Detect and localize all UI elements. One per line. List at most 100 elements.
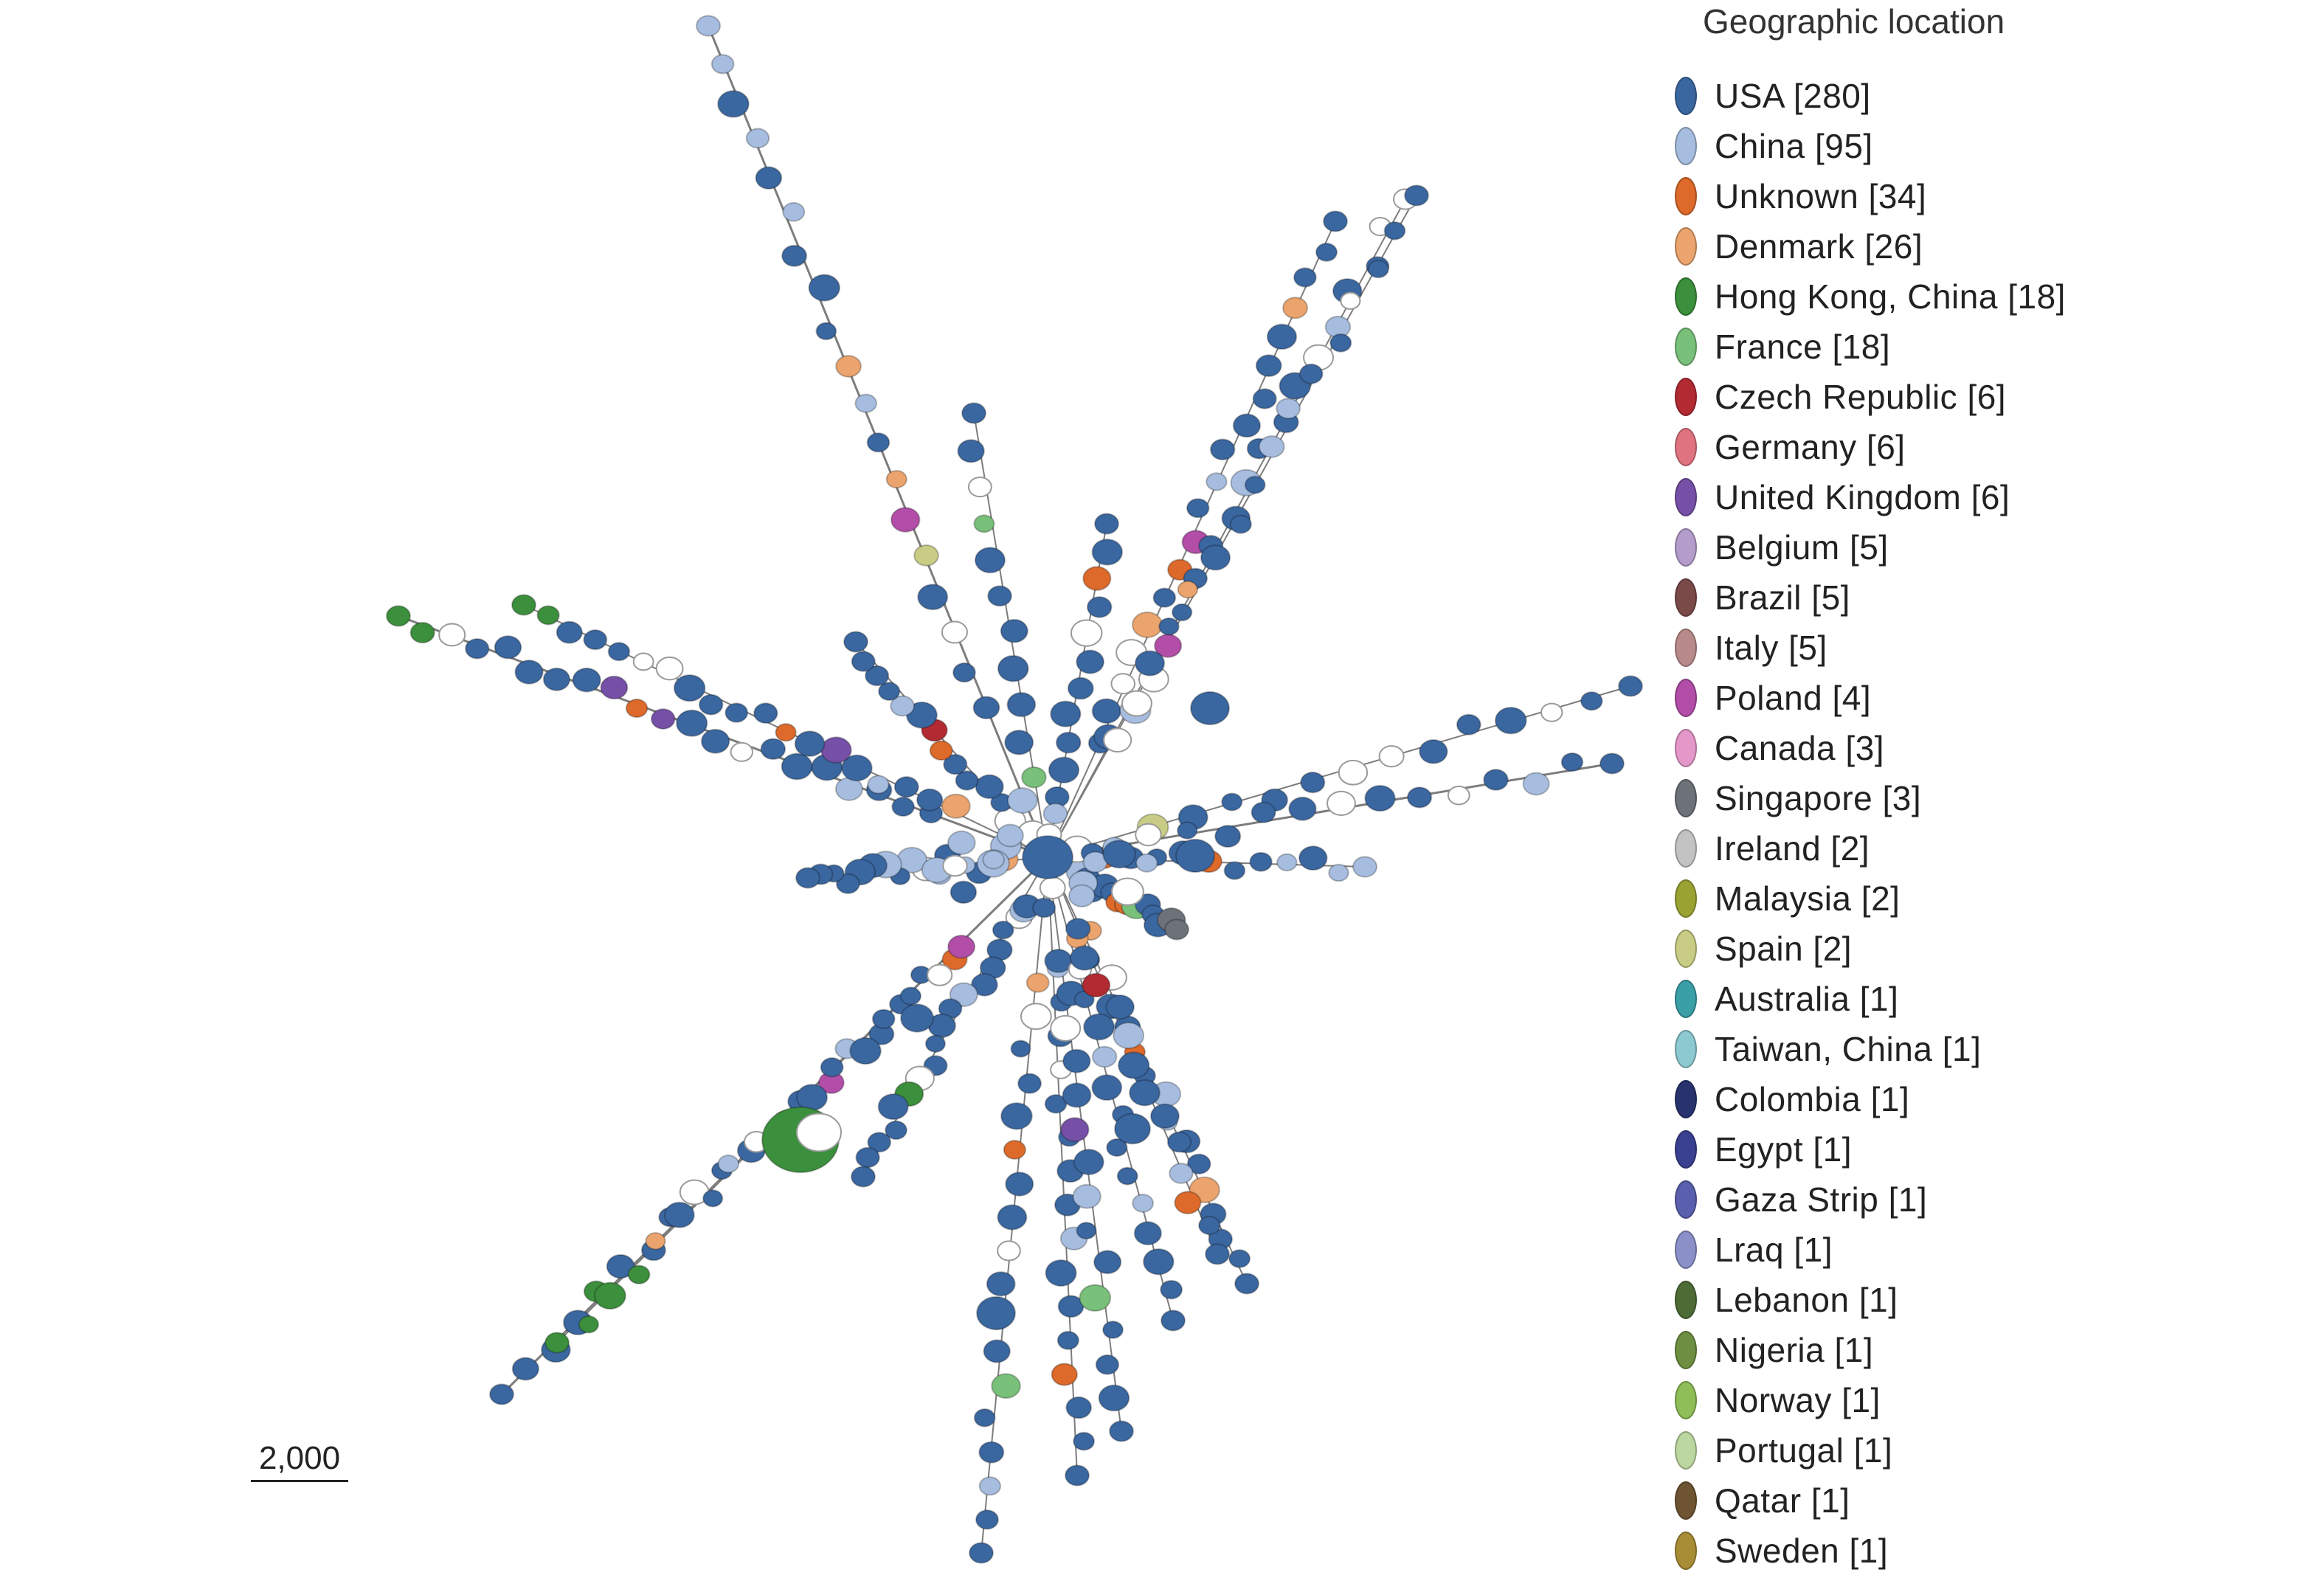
haplotype-node (969, 1542, 994, 1564)
haplotype-node (698, 693, 724, 716)
legend-item: United Kingdom [6] (1675, 472, 2066, 522)
legend-swatch (1675, 277, 1697, 316)
haplotype-node (1406, 786, 1433, 809)
haplotype-node (572, 667, 601, 693)
legend-label: Singapore [3] (1715, 779, 1922, 817)
haplotype-node (815, 322, 837, 341)
legend-item: Lebanon [1] (1675, 1275, 2066, 1325)
haplotype-node (1177, 821, 1198, 840)
haplotype-node (952, 662, 976, 683)
haplotype-node (893, 776, 919, 798)
haplotype-node (1228, 1249, 1251, 1269)
haplotype-node (1042, 803, 1068, 825)
haplotype-node (972, 696, 1000, 720)
haplotype-node (1073, 1149, 1104, 1176)
legend-list: USA [280] China [95] Unknown [34] Denmark [… (1675, 71, 2066, 1576)
haplotype-node (1102, 1321, 1124, 1339)
haplotype-node (1050, 700, 1082, 727)
haplotype-node (955, 770, 979, 791)
haplotype-node (1065, 1396, 1093, 1419)
haplotype-node (625, 698, 649, 719)
haplotype-node (1483, 769, 1509, 791)
haplotype-node (913, 544, 939, 567)
haplotype-node (1200, 544, 1231, 571)
haplotype-node (600, 675, 629, 700)
haplotype-node (438, 623, 466, 647)
haplotype-node (645, 1232, 666, 1250)
haplotype-node (465, 637, 490, 660)
haplotype-node (627, 1264, 651, 1285)
haplotype-node (1048, 756, 1080, 783)
haplotype-node (1340, 291, 1361, 310)
haplotype-node (867, 775, 890, 795)
haplotype-node (1032, 897, 1056, 918)
haplotype-node (1098, 1384, 1130, 1412)
haplotype-node (1000, 1102, 1033, 1130)
haplotype-node (1328, 863, 1349, 882)
haplotype-node (891, 796, 915, 817)
haplotype-node (942, 854, 968, 877)
haplotype-node (1186, 1153, 1211, 1174)
haplotype-node (1060, 1117, 1090, 1143)
haplotype-node (1065, 1464, 1090, 1487)
haplotype-node (941, 793, 971, 819)
haplotype-node (992, 920, 1014, 940)
network-nodes (386, 15, 1643, 1564)
haplotype-node (1010, 1039, 1031, 1058)
haplotype-node (1232, 413, 1262, 438)
haplotype-node (556, 620, 583, 644)
haplotype-node (1494, 706, 1527, 735)
haplotype-node (1135, 853, 1158, 873)
legend-swatch (1675, 177, 1697, 215)
haplotype-node (781, 752, 813, 781)
haplotype-node (1404, 184, 1429, 207)
legend-swatch (1675, 1532, 1697, 1570)
haplotype-node (583, 629, 608, 651)
haplotype-node (1298, 363, 1324, 384)
haplotype-node (1072, 1183, 1102, 1209)
haplotype-node (1447, 785, 1470, 806)
legend-swatch (1675, 930, 1697, 968)
legend-label: Brazil [5] (1715, 578, 1850, 617)
legend-swatch (1675, 227, 1697, 266)
legend-label: Colombia [1] (1715, 1080, 1910, 1118)
haplotype-node (1106, 1138, 1128, 1157)
haplotype-node (760, 738, 786, 761)
haplotype-node (1103, 727, 1132, 752)
haplotype-node (941, 620, 968, 644)
haplotype-node (835, 873, 860, 895)
haplotype-node (1229, 514, 1252, 534)
legend-item: Lraq [1] (1675, 1225, 2066, 1275)
legend-item: Nigeria [1] (1675, 1325, 2066, 1375)
haplotype-node (650, 708, 676, 730)
haplotype-node (1177, 580, 1199, 599)
haplotype-node (730, 741, 753, 762)
haplotype-node (1095, 1354, 1120, 1375)
legend-label: Portugal [1] (1715, 1431, 1893, 1470)
haplotype-node (1251, 801, 1276, 823)
legend-label: Sweden [1] (1715, 1532, 1889, 1570)
haplotype-node (1017, 1073, 1042, 1094)
haplotype-node (1117, 1051, 1150, 1079)
haplotype-node (511, 1357, 540, 1381)
legend-item: Colombia [1] (1675, 1074, 2066, 1124)
haplotype-node (745, 128, 770, 149)
haplotype-node (987, 585, 1012, 607)
haplotype-node (1044, 948, 1073, 973)
legend-item: Norway [1] (1675, 1375, 2066, 1425)
haplotype-node (917, 584, 949, 611)
legend-swatch (1675, 679, 1697, 717)
haplotype-node (1062, 1082, 1092, 1108)
haplotype-node (1186, 498, 1210, 519)
legend-item: Denmark [26] (1675, 221, 2066, 271)
haplotype-node (1067, 676, 1094, 700)
legend-item: Malaysia [2] (1675, 873, 2066, 924)
haplotype-node (578, 1315, 600, 1334)
haplotype-node (717, 90, 750, 118)
haplotype-node (1174, 1191, 1202, 1215)
haplotype-node (1258, 435, 1285, 458)
haplotype-node (1560, 752, 1584, 772)
legend-swatch (1675, 829, 1697, 868)
haplotype-node (1276, 853, 1298, 872)
legend-swatch (1675, 629, 1697, 667)
